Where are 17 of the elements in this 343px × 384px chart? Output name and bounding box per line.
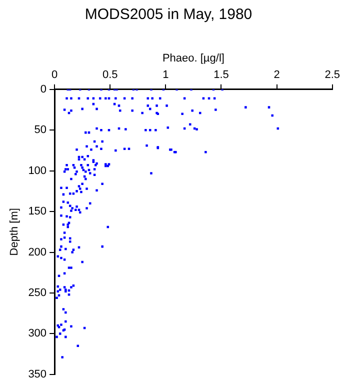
y-tick-label: 0 xyxy=(40,83,47,96)
y-tick-label: 300 xyxy=(28,328,47,340)
y-tick-label: 150 xyxy=(28,206,47,218)
x-tick-label: 0.5 xyxy=(102,68,118,81)
x-tick-label: 2.5 xyxy=(324,68,340,81)
y-tick-label: 100 xyxy=(28,164,47,177)
x-tick-label: 1 xyxy=(162,68,169,81)
y-tick-label: 50 xyxy=(34,124,47,136)
y-axis-title: Depth [m] xyxy=(8,208,21,256)
x-tick-label: 1.5 xyxy=(214,68,229,81)
x-tick-label: 2 xyxy=(274,68,280,81)
x-tick-label: 0 xyxy=(51,68,58,81)
x-axis-title: Phaeo. [µg/l] xyxy=(162,52,224,65)
y-tick-label: 200 xyxy=(28,246,47,258)
y-tick-label: 350 xyxy=(28,368,47,380)
chart-title: MODS2005 in May, 1980 xyxy=(84,6,252,24)
y-tick-label: 250 xyxy=(28,287,47,300)
